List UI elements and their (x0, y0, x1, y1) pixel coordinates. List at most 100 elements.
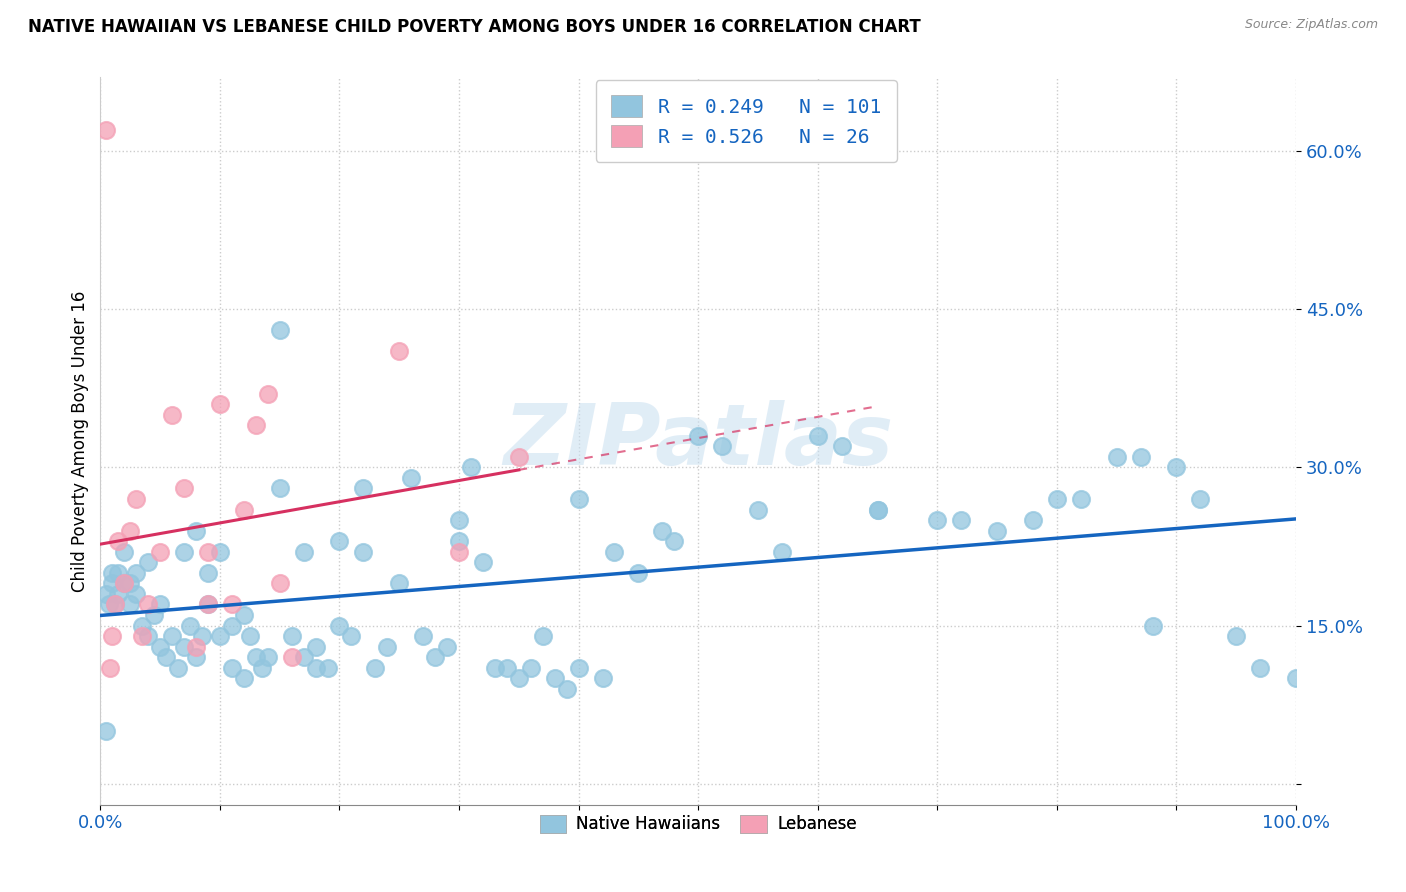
Point (239, 629, 262, 643)
Point (197, 545, 219, 559)
Point (555, 681, 578, 696)
Point (447, 545, 470, 559)
Point (256, 386, 278, 401)
Point (197, 566, 219, 580)
Point (96, 723, 118, 738)
Point (1129, 450, 1152, 464)
Point (496, 660, 519, 674)
Point (232, 502, 254, 516)
Point (160, 408, 183, 422)
Point (149, 598, 172, 612)
Point (364, 660, 387, 674)
Point (149, 545, 172, 559)
Point (245, 418, 267, 433)
Point (97, 598, 120, 612)
Point (508, 450, 530, 464)
Point (179, 618, 201, 632)
Point (221, 598, 243, 612)
Point (197, 598, 219, 612)
Point (568, 660, 591, 674)
Point (352, 482, 374, 496)
Point (1105, 450, 1128, 464)
Point (269, 576, 291, 591)
Point (143, 607, 166, 622)
Point (125, 587, 148, 601)
Point (131, 618, 153, 632)
Point (250, 660, 273, 674)
Point (1046, 491, 1069, 506)
Point (520, 660, 543, 674)
Point (107, 566, 129, 580)
Point (388, 576, 411, 591)
Point (269, 482, 291, 496)
Point (184, 524, 207, 538)
Point (1225, 629, 1247, 643)
Point (423, 650, 446, 665)
Y-axis label: Child Poverty Among Boys Under 16: Child Poverty Among Boys Under 16 (72, 291, 89, 591)
Legend: Native Hawaiians, Lebanese: Native Hawaiians, Lebanese (533, 808, 863, 840)
Point (1166, 460, 1188, 475)
Point (1022, 513, 1045, 527)
Point (197, 598, 219, 612)
Point (508, 671, 530, 685)
Point (328, 534, 350, 549)
Point (292, 545, 315, 559)
Point (447, 513, 470, 527)
Point (770, 545, 793, 559)
Point (96, 587, 118, 601)
Point (131, 629, 153, 643)
Point (107, 587, 129, 601)
Point (101, 566, 124, 580)
Point (1070, 491, 1092, 506)
Point (96, 123, 118, 137)
Point (412, 629, 434, 643)
Point (711, 439, 734, 453)
Point (603, 545, 626, 559)
Point (316, 660, 339, 674)
Point (112, 576, 135, 591)
Point (340, 629, 363, 643)
Point (173, 545, 195, 559)
Point (388, 344, 411, 359)
Point (1189, 491, 1212, 506)
Point (1249, 660, 1271, 674)
Point (208, 545, 231, 559)
Point (101, 576, 124, 591)
Point (125, 566, 148, 580)
Point (112, 576, 135, 591)
Point (160, 629, 183, 643)
Point (627, 566, 650, 580)
Point (866, 502, 889, 516)
Point (1285, 671, 1308, 685)
Point (104, 598, 127, 612)
Point (256, 650, 278, 665)
Point (664, 534, 686, 549)
Point (191, 629, 214, 643)
Point (125, 491, 148, 506)
Point (304, 640, 326, 654)
Point (831, 439, 853, 453)
Point (101, 629, 124, 643)
Point (986, 524, 1008, 538)
Point (460, 460, 482, 475)
Point (245, 650, 267, 665)
Point (436, 640, 458, 654)
Point (184, 650, 207, 665)
Point (136, 629, 159, 643)
Point (399, 471, 422, 485)
Point (1142, 618, 1164, 632)
Point (155, 650, 177, 665)
Point (107, 534, 129, 549)
Point (208, 397, 231, 411)
Point (120, 576, 142, 591)
Point (173, 640, 195, 654)
Point (280, 650, 302, 665)
Point (375, 640, 398, 654)
Text: ZIPatlas: ZIPatlas (503, 400, 893, 483)
Point (184, 640, 207, 654)
Point (568, 491, 591, 506)
Point (544, 671, 567, 685)
Point (866, 502, 889, 516)
Point (208, 629, 231, 643)
Point (747, 502, 769, 516)
